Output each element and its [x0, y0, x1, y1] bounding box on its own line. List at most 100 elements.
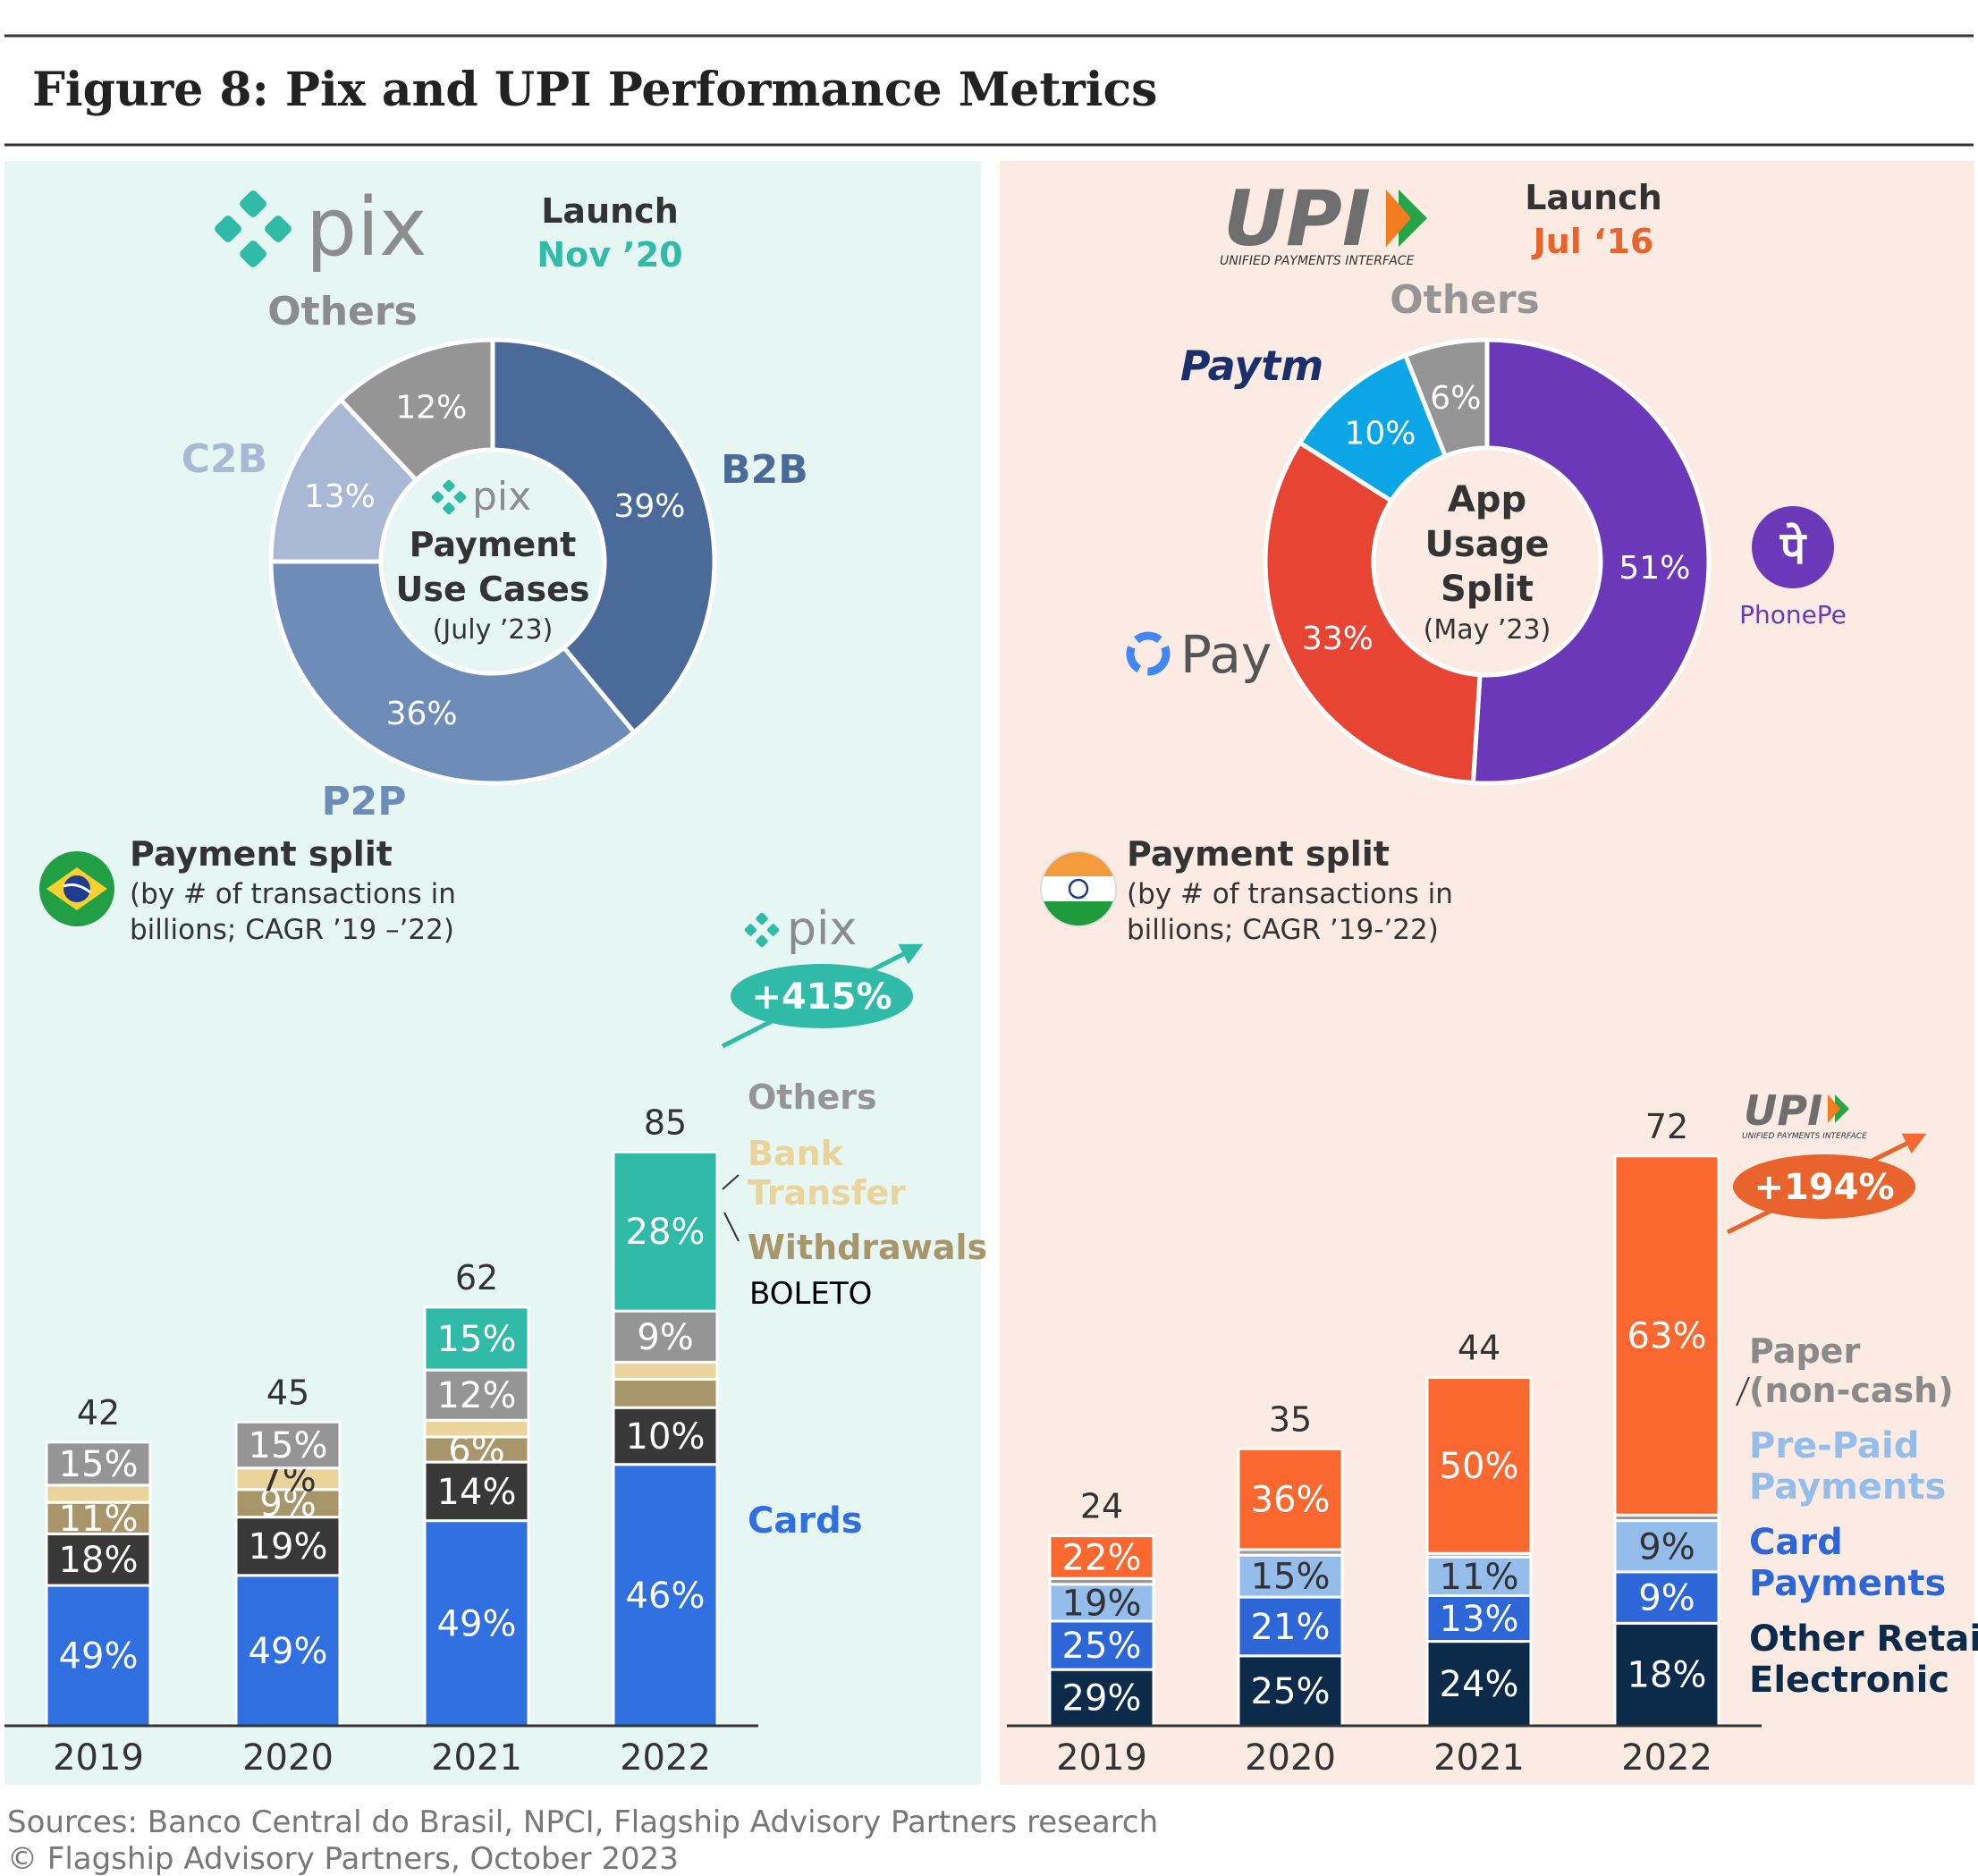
phonepe-logo: पे PhonePe — [1739, 506, 1847, 630]
pix-x-tick-2021: 2021 — [431, 1737, 522, 1779]
upi-bar-label-2021-upi: 50% — [1440, 1446, 1519, 1487]
upi-bar-2021-upi — [1425, 1376, 1533, 1555]
upi-bar-chart: 29%25%19%22%24201925%21%15%36%35202024%1… — [1048, 1107, 1720, 1779]
upi-donut-slice-phonepe — [1470, 337, 1712, 786]
upi-bar-label-2021-other-retail-electronic: 24% — [1440, 1664, 1519, 1705]
upi-legend-retail-1: Other Retail — [1749, 1618, 1978, 1660]
upi-bar-label-2022-pre-paid-payments: 9% — [1638, 1526, 1695, 1568]
pix-x-tick-2020: 2020 — [242, 1737, 334, 1779]
pix-bar-label-2022-cards: 46% — [626, 1576, 706, 1617]
pix-bar-2022-pix — [612, 1150, 719, 1313]
upi-donut-chart: 51% 33% 10% 6% — [1263, 337, 1712, 786]
pix-logo-text: pix — [306, 181, 427, 275]
copyright-note: © Flagship Advisory Partners, October 20… — [7, 1841, 679, 1876]
pix-bar-2020-boleto — [234, 1516, 342, 1577]
pix-bar-2019-boleto — [45, 1532, 152, 1587]
upi-bar-label-2022-other-retail-electronic: 18% — [1627, 1655, 1707, 1696]
pix-total-2020: 45 — [266, 1373, 309, 1412]
upi-bar-label-2022-card-payments: 9% — [1638, 1578, 1695, 1619]
upi-bar-label-2019-pre-paid-payments: 19% — [1062, 1583, 1142, 1624]
pix-launch-date: Nov ’20 — [537, 235, 682, 275]
upi-cagr-logo: UPI UNIFIED PAYMENTS INTERFACE — [1742, 1086, 1867, 1141]
pix-legend-bank-1: Bank — [748, 1134, 844, 1173]
pix-bar-2020-withdrawals — [234, 1488, 342, 1519]
pix-cagr-diamond-icon — [744, 912, 780, 948]
upi-cagr-value: +194% — [1754, 1167, 1894, 1208]
upi-total-2021: 44 — [1458, 1329, 1500, 1368]
pix-bar-label-2021-cards: 49% — [437, 1603, 517, 1644]
figure-title: Figure 8: Pix and UPI Performance Metric… — [32, 63, 1157, 117]
upi-logo-text: UPI — [1223, 174, 1371, 264]
upi-paper-leader — [1736, 1376, 1750, 1407]
pix-bar-label-2020-boleto: 19% — [249, 1526, 328, 1568]
upi-bar-label-2021-card-payments: 13% — [1440, 1599, 1519, 1640]
upi-launch-date: Jul ‘16 — [1531, 222, 1654, 261]
phonepe-icon — [1752, 506, 1834, 588]
pix-bar-label-2020-others: 15% — [249, 1425, 328, 1466]
upi-donut-slice-others — [1402, 337, 1490, 460]
upi-donut-center: App Usage Split (May ’23) — [1424, 479, 1551, 646]
upi-donut-title-1: App — [1448, 479, 1526, 520]
pix-bar-2022-withdrawals — [612, 1377, 719, 1409]
pix-bar-2020-bank-transfer — [234, 1466, 342, 1492]
pix-split-subtitle-2: billions; CAGR ’19 –’22) — [130, 914, 454, 946]
phonepe-icon-glyph: पे — [1779, 522, 1807, 574]
upi-bar-2022-other-retail-electronic — [1613, 1621, 1720, 1728]
upi-x-tick-2020: 2020 — [1245, 1737, 1336, 1779]
pix-donut-slice-label-others: 12% — [395, 390, 467, 427]
pix-cagr-value: +415% — [751, 976, 892, 1018]
pix-bar-label-2021-pix: 15% — [437, 1319, 517, 1360]
pix-bar-label-2022-others: 9% — [637, 1317, 693, 1358]
brazil-flag-icon — [39, 851, 114, 926]
upi-bar-label-2022-upi: 63% — [1627, 1316, 1707, 1357]
upi-bar-label-2019-other-retail-electronic: 29% — [1062, 1678, 1142, 1720]
pix-bar-label-2019-cards: 49% — [59, 1636, 139, 1677]
upi-x-tick-2022: 2022 — [1621, 1737, 1712, 1779]
upi-launch-label: Launch — [1525, 178, 1662, 217]
pix-x-tick-2022: 2022 — [620, 1737, 711, 1779]
upi-bar-2019-card-payments — [1048, 1619, 1155, 1671]
pix-center-logo-text: pix — [472, 474, 531, 520]
upi-legend-prepaid-1: Pre-Paid — [1749, 1425, 1919, 1466]
pix-cagr-badge — [731, 964, 913, 1028]
pix-donut-subtitle: (July ’23) — [433, 614, 554, 646]
upi-arrow-orange-icon — [1386, 190, 1411, 247]
pix-label-c2b: C2B — [182, 436, 267, 482]
upi-total-2019: 24 — [1080, 1487, 1123, 1526]
pix-cagr-logo-text: pix — [787, 902, 857, 956]
upi-cagr-badge — [1733, 1154, 1915, 1219]
upi-cagr-arrow-green-icon — [1835, 1094, 1849, 1123]
upi-bar-2022-pre-paid-payments — [1613, 1519, 1720, 1574]
upi-bar-label-2020-upi: 36% — [1251, 1480, 1331, 1521]
upi-donut-title-2: Usage — [1424, 524, 1549, 565]
paytm-logo-text: Paytm — [1180, 342, 1323, 390]
upi-legend-retail-2: Electronic — [1749, 1660, 1949, 1701]
pix-bar-label-2021-boleto: 14% — [437, 1472, 517, 1513]
upi-bar-label-2019-upi: 22% — [1062, 1537, 1142, 1578]
upi-split-title: Payment split — [1127, 834, 1390, 874]
pix-donut-slice-label-b2b: 39% — [613, 488, 685, 525]
upi-bar-label-2020-pre-paid-payments: 15% — [1251, 1557, 1331, 1598]
gpay-logo-text: Pay — [1180, 624, 1272, 685]
upi-bar-label-2021-pre-paid-payments: 11% — [1440, 1557, 1519, 1598]
upi-logo: UPI UNIFIED PAYMENTS INTERFACE — [1220, 174, 1427, 268]
pix-legend-cards: Cards — [748, 1500, 863, 1542]
upi-bar-2020-card-payments — [1237, 1595, 1344, 1658]
upi-bar-label-2020-other-retail-electronic: 25% — [1251, 1671, 1331, 1712]
upi-bar-label-2019-card-payments: 25% — [1062, 1626, 1142, 1667]
pix-bar-label-2019-boleto: 18% — [59, 1540, 139, 1581]
upi-bar-2022-upi — [1613, 1154, 1720, 1517]
pix-x-tick-2019: 2019 — [53, 1737, 144, 1779]
pix-total-2021: 62 — [455, 1258, 498, 1297]
pix-bar-label-2022-pix: 28% — [626, 1212, 706, 1253]
pix-donut-slice-others — [337, 337, 495, 484]
pix-donut-title-1: Payment — [410, 525, 577, 564]
pix-legend-others: Others — [748, 1077, 877, 1117]
pix-legend-bank-2: Transfer — [748, 1173, 906, 1213]
google-g-icon — [1126, 631, 1171, 676]
upi-legend-paper-2: (non-cash) — [1749, 1371, 1954, 1410]
pix-donut-chart: 39% 36% 13% 12% — [268, 337, 717, 786]
pix-bar-2019-others — [45, 1441, 152, 1487]
pix-label-others: Others — [267, 289, 418, 334]
